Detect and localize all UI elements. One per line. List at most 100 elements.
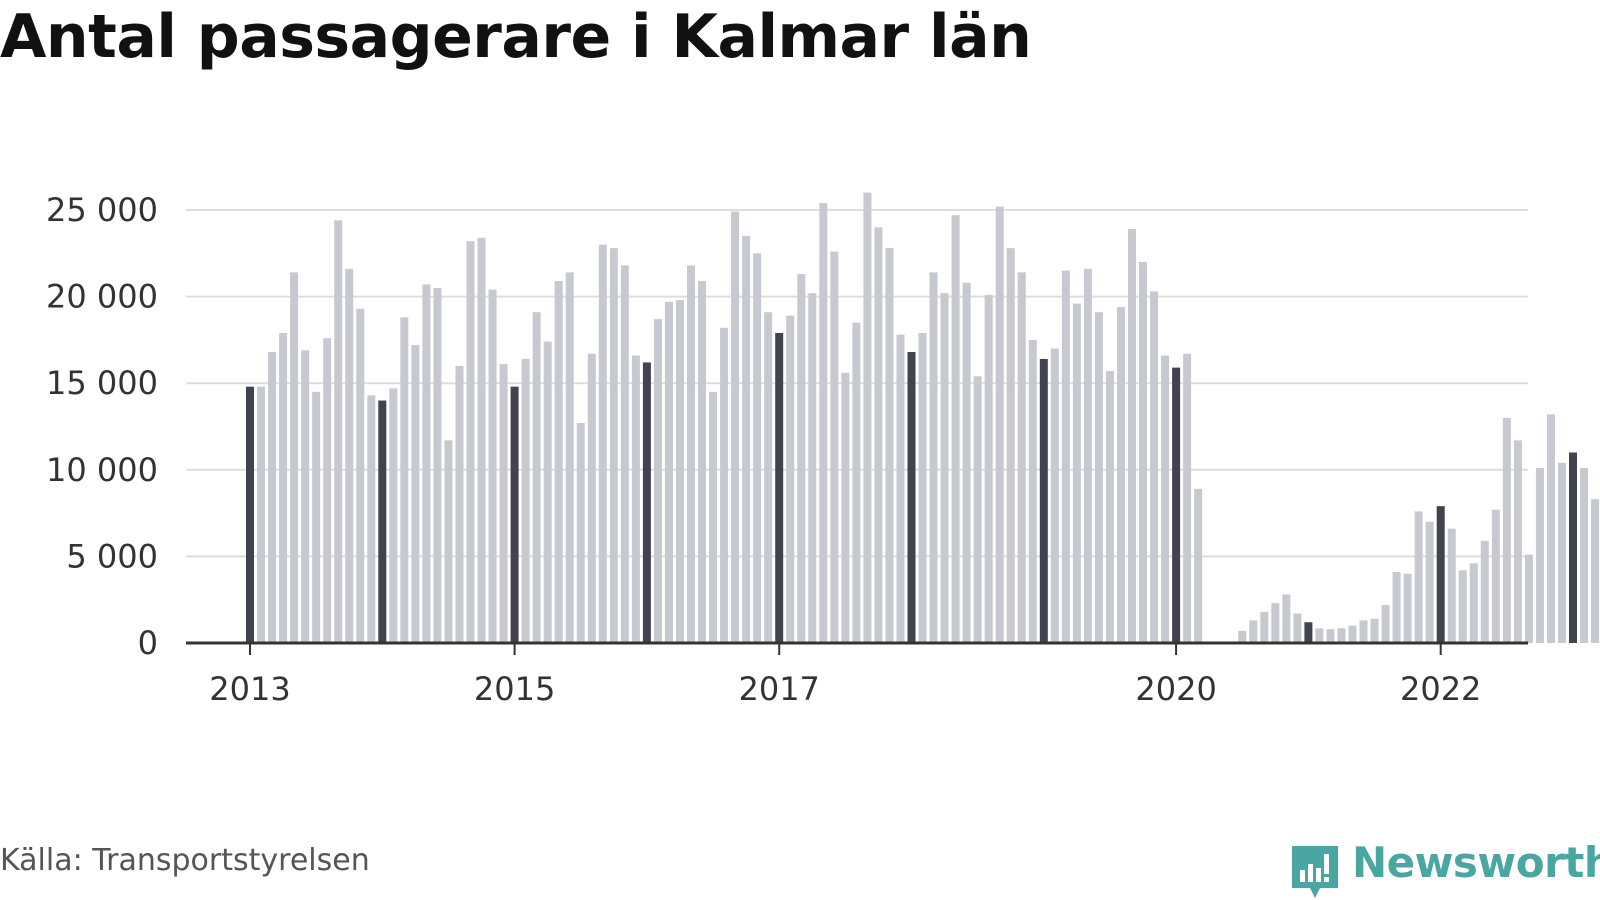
bar (742, 235, 751, 644)
bar (246, 386, 254, 643)
y-tick-label: 20 000 (46, 278, 158, 316)
bar (543, 341, 552, 643)
bar (345, 268, 354, 643)
bar (874, 227, 883, 643)
bar (907, 352, 916, 643)
bar (1502, 417, 1511, 643)
bar (1381, 604, 1390, 643)
bar (819, 203, 828, 643)
y-axis-labels: 0 5 000 10 000 15 000 20 000 25 000 (46, 191, 158, 662)
bar (1469, 563, 1478, 643)
bar (268, 352, 277, 643)
bar (863, 192, 872, 643)
bar (808, 293, 817, 643)
bar (565, 272, 574, 643)
bar (1491, 509, 1500, 643)
y-tick-label: 10 000 (46, 451, 158, 489)
bar (1061, 270, 1070, 643)
y-tick-label: 0 (138, 624, 158, 662)
bar (312, 391, 321, 643)
bar (1436, 506, 1445, 643)
bar (918, 332, 927, 643)
bar (598, 244, 607, 643)
bar (731, 211, 740, 643)
bar (631, 355, 640, 643)
bar (1050, 348, 1059, 643)
bar (1116, 306, 1125, 643)
bar (433, 287, 442, 643)
x-axis (186, 641, 1528, 655)
x-tick-label: 2017 (738, 670, 819, 708)
bar (521, 358, 530, 643)
bar (367, 395, 376, 643)
bar (290, 272, 299, 643)
brand[interactable]: Newsworthy (1290, 838, 1600, 900)
bar (1326, 629, 1335, 643)
bar (1271, 603, 1280, 643)
bar (1105, 371, 1114, 643)
bar (1094, 312, 1103, 643)
bar (301, 350, 310, 643)
bar (1083, 268, 1092, 643)
bar (510, 386, 519, 643)
bar (488, 289, 497, 643)
bar (764, 312, 773, 643)
bar (1580, 468, 1589, 643)
bar (675, 300, 684, 643)
brand-name: Newsworthy (1352, 838, 1600, 887)
bar (323, 338, 332, 643)
bar (1513, 440, 1522, 643)
bar (1260, 611, 1269, 643)
bar (1194, 488, 1203, 643)
bar (775, 332, 784, 643)
bar (444, 440, 453, 643)
bar (1591, 499, 1600, 643)
bar (609, 248, 618, 643)
bar (984, 294, 993, 643)
bar (753, 253, 762, 644)
bar (620, 265, 629, 643)
bar (1546, 414, 1555, 643)
bar (499, 364, 508, 643)
bar (554, 281, 563, 643)
bar (1172, 367, 1181, 643)
bar (841, 372, 850, 643)
bar (455, 365, 464, 643)
y-tick-label: 15 000 (46, 364, 158, 402)
bar (1249, 620, 1258, 643)
bar (709, 391, 718, 643)
bar (1425, 521, 1434, 643)
bar (1370, 618, 1379, 643)
bar (896, 334, 905, 643)
bar (1128, 229, 1136, 643)
bar (687, 265, 695, 643)
x-axis-labels: 201320152017202020222024 (209, 670, 1481, 708)
bar (642, 362, 651, 643)
bar (830, 251, 839, 643)
y-tick-label: 25 000 (46, 191, 158, 229)
bar (1293, 613, 1302, 643)
bar (356, 308, 365, 643)
bar (1006, 248, 1015, 643)
bar (1524, 554, 1533, 643)
bars (246, 192, 1600, 644)
bar (1337, 628, 1346, 643)
bar (852, 322, 861, 643)
bar (389, 388, 398, 643)
bar (1150, 291, 1159, 643)
bar (279, 332, 288, 643)
bar (951, 215, 960, 644)
bar (940, 293, 949, 643)
bar (1139, 261, 1148, 643)
bar (1569, 452, 1577, 643)
bar (664, 301, 673, 643)
bar (929, 272, 938, 643)
bar (1028, 339, 1037, 643)
bar (1458, 570, 1467, 643)
bar (587, 353, 596, 643)
bar (1161, 355, 1170, 643)
bar (576, 423, 585, 643)
bar (1557, 462, 1566, 643)
bar (1072, 303, 1081, 643)
